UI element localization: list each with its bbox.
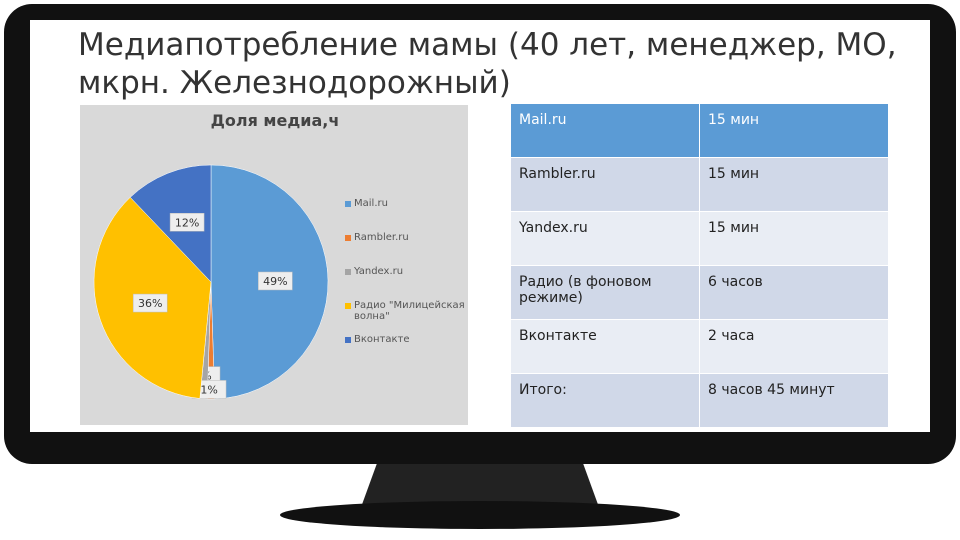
legend-label: Rambler.ru <box>354 232 409 243</box>
table-cell: Yandex.ru <box>510 211 700 266</box>
table-cell: Итого: <box>510 373 700 428</box>
data-label-box <box>169 213 205 232</box>
data-label-box <box>132 293 168 313</box>
table-row: Yandex.ru 15 мин <box>510 211 889 266</box>
legend-label: Радио "Милицейская волна" <box>354 300 465 322</box>
legend-label: Yandex.ru <box>354 266 404 277</box>
table-row: Rambler.ru 15 мин <box>510 157 889 212</box>
data-label: 1% <box>200 383 217 396</box>
table-row: Радио (в фоновом режиме) 6 часов <box>510 265 889 320</box>
data-label: 36% <box>138 297 162 310</box>
monitor-neck <box>360 455 600 510</box>
table-cell: Mail.ru <box>510 103 700 158</box>
title-line: Медиапотребление мамы (40 лет, менеджер,… <box>78 27 897 63</box>
data-label-box <box>258 271 293 291</box>
table-row: Вконтакте 2 часа <box>510 319 889 374</box>
legend-swatch <box>345 201 351 207</box>
chart-title: Доля медиа,ч <box>211 111 340 130</box>
legend-swatch <box>345 235 351 241</box>
table: Mail.ru 15 мин Rambler.ru 15 мин Yandex.ru 15… <box>510 103 889 428</box>
legend: Mail.ru Rambler.ru Yandex.ru Радио "Милицей… <box>345 198 465 368</box>
table-row: Mail.ru 15 мин <box>510 103 889 158</box>
table-cell: 15 мин <box>699 157 889 212</box>
table-cell: Радио (в фоновом режиме) <box>510 265 700 320</box>
table-cell: 6 часов <box>699 265 889 320</box>
title-line: мкрн. Железнодорожный) <box>78 65 511 101</box>
table-cell: Rambler.ru <box>510 157 700 212</box>
legend-item: Радио "Милицейская волна" <box>345 300 465 334</box>
legend-label: Mail.ru <box>354 198 388 209</box>
legend-swatch <box>345 269 351 275</box>
table-cell: Вконтакте <box>510 319 700 374</box>
legend-item: Yandex.ru <box>345 266 465 300</box>
monitor-stand <box>280 501 680 529</box>
legend-item: Вконтакте <box>345 334 465 368</box>
table-cell: 8 часов 45 минут <box>699 373 889 428</box>
legend-item: Mail.ru <box>345 198 465 232</box>
data-label: 12% <box>175 216 199 229</box>
table-row: Итого: 8 часов 45 минут <box>510 373 889 428</box>
legend-item: Rambler.ru <box>345 232 465 266</box>
legend-swatch <box>345 303 351 309</box>
table-cell: 2 часа <box>699 319 889 374</box>
legend-swatch <box>345 337 351 343</box>
data-label: 49% <box>263 275 287 288</box>
table-cell: 15 мин <box>699 103 889 158</box>
slide-title: Медиапотребление мамы (40 лет, менеджер,… <box>78 26 897 102</box>
legend-label: Вконтакте <box>354 334 410 345</box>
pie-chart: Доля медиа,ч 49%1%1%36%12% <box>93 111 340 400</box>
table-cell: 15 мин <box>699 211 889 266</box>
